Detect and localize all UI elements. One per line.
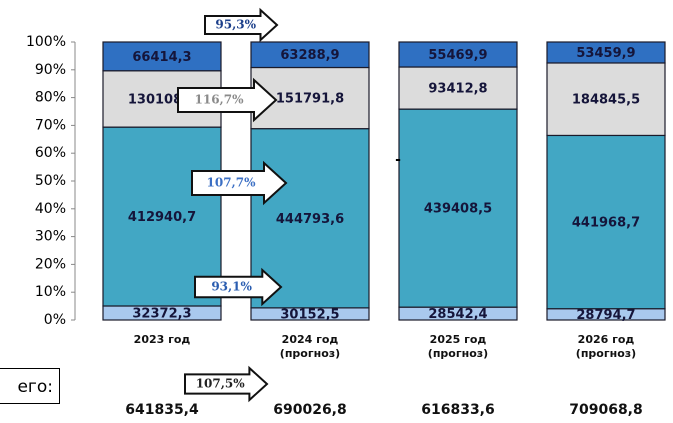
data-label: 66414,3	[132, 50, 191, 65]
data-label: 441968,7	[572, 216, 640, 231]
bar-segment	[250, 41, 370, 69]
bar-segment	[398, 66, 518, 110]
annotation-arrow	[191, 160, 288, 206]
data-label: 53459,9	[576, 46, 635, 61]
y-tick-label: 0%	[44, 312, 66, 328]
data-label: 151791,8	[276, 92, 344, 107]
data-label: 28794,7	[576, 308, 635, 323]
bar-segment	[398, 41, 518, 68]
total-caption: его:	[0, 368, 60, 404]
data-label: 412940,7	[128, 210, 196, 225]
x-tick-label: 2025 год (прогноз)	[427, 333, 489, 360]
y-tick-label: 50%	[35, 173, 66, 189]
y-tick-label: 70%	[35, 117, 66, 133]
bar-segment	[398, 108, 518, 308]
data-label: 28542,4	[428, 307, 487, 322]
data-label: 444793,6	[276, 212, 344, 227]
data-label: 439408,5	[424, 202, 492, 217]
total-label: 690026,8	[273, 402, 347, 418]
x-tick-label: 2026 год (прогноз)	[575, 333, 637, 360]
y-tick-label: 30%	[35, 229, 66, 245]
y-tick-label: 90%	[35, 62, 66, 78]
annotation-arrow	[194, 267, 283, 307]
annotation: 116,7%	[195, 93, 245, 107]
y-tick-label: 40%	[35, 201, 66, 217]
y-tick-label: 100%	[26, 34, 66, 50]
data-label: 63288,9	[280, 48, 339, 63]
annotation-arrow	[177, 77, 278, 123]
data-label: 93412,8	[428, 82, 487, 97]
annotation: 107,7%	[207, 176, 257, 190]
y-tick-label: 60%	[35, 145, 66, 161]
data-label: 30152,5	[280, 307, 339, 322]
total-label: 709068,8	[569, 402, 643, 418]
annotation-arrow	[184, 365, 269, 403]
y-tick-label: 20%	[35, 256, 66, 272]
bar-segment	[546, 62, 666, 137]
total-label: 616833,6	[421, 402, 495, 418]
y-tick-label: 80%	[35, 90, 66, 106]
annotation: 107,5%	[196, 377, 246, 391]
bar-segment	[102, 41, 222, 72]
bar-segment	[546, 134, 666, 310]
total-label: 641835,4	[125, 402, 199, 418]
x-tick-label: 2023 год	[133, 333, 191, 346]
data-label: 32372,3	[132, 306, 191, 321]
y-tick-label: 10%	[35, 284, 66, 300]
annotation-arrow	[204, 7, 279, 43]
annotation: 93,1%	[211, 280, 252, 294]
data-label: 55469,9	[428, 48, 487, 63]
annotation: 95,3%	[215, 18, 256, 32]
annotation: -	[395, 152, 401, 168]
data-label: 184845,5	[572, 93, 640, 108]
x-tick-label: 2024 год (прогноз)	[279, 333, 341, 360]
bar-segment	[546, 41, 666, 64]
